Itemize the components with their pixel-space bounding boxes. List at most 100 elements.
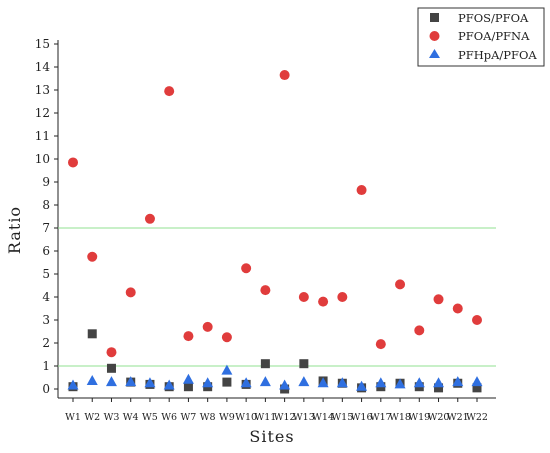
y-tick-label: 10 bbox=[35, 152, 50, 166]
x-tick-label: W5 bbox=[142, 412, 158, 423]
data-point-triangle bbox=[182, 373, 194, 384]
data-point-square bbox=[299, 359, 309, 369]
data-point-circle bbox=[375, 339, 386, 350]
x-tick-label: W8 bbox=[200, 412, 216, 423]
data-point-circle bbox=[472, 315, 482, 325]
data-point-triangle bbox=[413, 377, 425, 388]
data-point-circle bbox=[433, 294, 444, 305]
x-tick-label: W3 bbox=[104, 412, 120, 423]
x-tick-label: W19 bbox=[408, 412, 430, 423]
data-point-circle bbox=[68, 157, 78, 168]
data-point-circle bbox=[164, 86, 175, 97]
data-point-square bbox=[260, 359, 270, 369]
x-tick-label: W10 bbox=[235, 412, 257, 423]
data-point-triangle bbox=[86, 374, 98, 385]
data-point-circle bbox=[414, 325, 425, 336]
data-point-triangle bbox=[452, 376, 464, 387]
y-tick-label: 3 bbox=[42, 313, 50, 327]
data-point-circle bbox=[125, 287, 136, 298]
x-tick-label: W11 bbox=[254, 412, 276, 423]
data-point-triangle bbox=[105, 376, 117, 387]
data-point-square bbox=[87, 329, 97, 339]
x-tick-label: W4 bbox=[123, 412, 139, 423]
data-point-triangle bbox=[144, 377, 156, 388]
data-point-circle bbox=[202, 321, 213, 332]
x-axis-title: Sites bbox=[249, 427, 294, 446]
legend-label: PFHpA/PFOA bbox=[458, 48, 537, 62]
legend-label: PFOS/PFOA bbox=[458, 11, 529, 25]
x-tick-label: W20 bbox=[428, 412, 450, 423]
data-point-circle bbox=[298, 292, 309, 302]
data-point-square bbox=[222, 377, 232, 387]
x-tick-label: W1 bbox=[65, 412, 81, 423]
data-point-triangle bbox=[471, 376, 483, 387]
x-tick-label: W21 bbox=[447, 412, 469, 423]
x-tick-label: W22 bbox=[466, 412, 488, 423]
data-point-circle bbox=[279, 70, 290, 81]
y-tick-label: 1 bbox=[42, 359, 50, 373]
data-point-circle bbox=[183, 331, 194, 342]
data-point-square bbox=[106, 363, 116, 373]
legend-item-pfhpa-pfoa: PFHpA/PFOA bbox=[429, 48, 537, 62]
x-tick-label: W2 bbox=[84, 412, 100, 423]
y-tick-label: 4 bbox=[42, 290, 50, 304]
data-point-circle bbox=[221, 332, 232, 343]
data-point-triangle bbox=[298, 376, 310, 387]
data-point-triangle bbox=[394, 378, 406, 389]
data-point-circle bbox=[318, 296, 329, 307]
y-tick-label: 0 bbox=[42, 382, 50, 396]
x-tick-label: W7 bbox=[181, 412, 197, 423]
y-tick-label: 12 bbox=[35, 106, 50, 120]
x-tick-label: W14 bbox=[312, 412, 334, 423]
data-point-circle bbox=[241, 263, 252, 274]
y-tick-label: 14 bbox=[35, 60, 51, 74]
x-tick-label: W9 bbox=[219, 412, 235, 423]
data-point-square bbox=[434, 383, 444, 393]
data-point-triangle bbox=[317, 377, 329, 388]
data-point-triangle bbox=[163, 379, 175, 390]
data-point-circle bbox=[337, 292, 348, 302]
data-point-square bbox=[472, 383, 482, 393]
legend-label: PFOA/PFNA bbox=[458, 29, 530, 43]
data-point-triangle bbox=[375, 377, 387, 388]
y-tick-label: 11 bbox=[35, 129, 50, 143]
x-tick-label: W15 bbox=[331, 412, 353, 423]
x-tick-label: W13 bbox=[293, 412, 315, 423]
data-point-triangle bbox=[67, 379, 79, 390]
y-axis-title: Ratio bbox=[5, 206, 24, 254]
legend-triangle-marker bbox=[429, 49, 440, 58]
y-tick-label: 13 bbox=[35, 83, 50, 97]
data-point-triangle bbox=[202, 377, 214, 388]
data-point-circle bbox=[87, 251, 98, 262]
data-marks bbox=[67, 70, 483, 394]
y-tick-label: 9 bbox=[42, 175, 50, 189]
data-point-circle bbox=[356, 185, 367, 196]
legend: PFOS/PFOA PFOA/PFNA PFHpA/PFOA bbox=[417, 7, 545, 67]
data-point-square bbox=[183, 382, 193, 392]
data-point-triangle bbox=[125, 376, 137, 387]
y-tick-label: 7 bbox=[42, 221, 50, 235]
x-tick-label: W17 bbox=[370, 412, 392, 423]
data-point-circle bbox=[260, 285, 271, 296]
legend-square-marker bbox=[430, 13, 439, 22]
data-point-triangle bbox=[433, 377, 445, 388]
legend-item-pfos-pfoa: PFOS/PFOA bbox=[430, 11, 529, 25]
data-point-circle bbox=[106, 347, 117, 358]
y-tick-label: 15 bbox=[35, 37, 50, 51]
x-tick-label: W18 bbox=[389, 412, 411, 423]
data-point-triangle bbox=[259, 376, 271, 387]
legend-item-pfoa-pfna: PFOA/PFNA bbox=[429, 29, 530, 43]
data-point-triangle bbox=[336, 377, 348, 388]
legend-circle-marker bbox=[429, 31, 440, 41]
y-tick-label: 5 bbox=[42, 267, 50, 281]
x-tick-label: W16 bbox=[351, 412, 373, 423]
data-point-circle bbox=[395, 279, 406, 290]
data-point-circle bbox=[452, 303, 463, 314]
data-point-triangle bbox=[240, 377, 252, 388]
data-point-triangle bbox=[279, 379, 291, 390]
y-tick-label: 6 bbox=[42, 244, 50, 258]
data-point-triangle bbox=[356, 380, 368, 391]
data-point-triangle bbox=[221, 364, 233, 375]
